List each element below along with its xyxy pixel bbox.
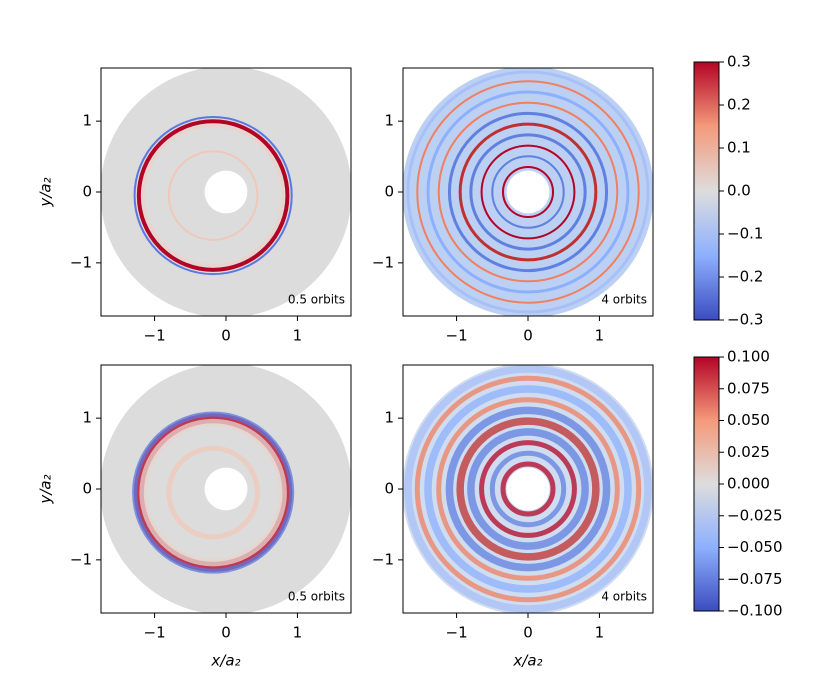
y-tick-label: 0 bbox=[82, 183, 92, 201]
y-axis-label: y/a₂ bbox=[37, 474, 55, 504]
annotation: 4 orbits bbox=[601, 293, 647, 307]
ring bbox=[458, 122, 598, 262]
x-tick-label: 1 bbox=[595, 327, 605, 345]
colorbar bbox=[693, 61, 720, 321]
colorbar-tick-label: −0.075 bbox=[727, 570, 783, 588]
x-tick-label: 1 bbox=[595, 624, 605, 642]
ring bbox=[480, 144, 576, 240]
ring bbox=[414, 375, 642, 603]
colorbar-tick-label: 0.075 bbox=[727, 379, 770, 397]
ring bbox=[500, 461, 556, 517]
ring bbox=[424, 385, 632, 593]
annotation: 0.5 orbits bbox=[288, 590, 345, 604]
colorbar-tick-label: 0.2 bbox=[727, 96, 751, 114]
ring bbox=[404, 365, 652, 613]
ring bbox=[136, 119, 290, 272]
ring bbox=[426, 90, 630, 294]
annotation: 4 orbits bbox=[601, 590, 647, 604]
x-axis-label: x/a₂ bbox=[210, 652, 240, 670]
colorbar-tick-label: −0.050 bbox=[727, 538, 783, 556]
x-tick-label: 1 bbox=[293, 624, 303, 642]
ring bbox=[139, 418, 287, 567]
annotation: 0.5 orbits bbox=[288, 293, 345, 307]
colorbar-tick-label: −0.025 bbox=[727, 506, 783, 524]
colorbar-tick-label: −0.1 bbox=[727, 225, 763, 243]
y-tick-label: 1 bbox=[82, 409, 92, 427]
x-tick-label: 0 bbox=[221, 624, 231, 642]
colorbar-tick-label: 0.0 bbox=[727, 182, 751, 200]
ring bbox=[406, 70, 650, 314]
ring bbox=[132, 411, 295, 574]
y-axis-label: y/a₂ bbox=[37, 177, 55, 207]
ring bbox=[436, 397, 620, 581]
hole bbox=[506, 170, 550, 214]
x-tick-label: 1 bbox=[293, 327, 303, 345]
colorbar-tick-label: 0.3 bbox=[727, 53, 751, 71]
x-tick-label: 0 bbox=[523, 327, 533, 345]
disk bbox=[101, 68, 351, 316]
disk bbox=[101, 365, 351, 613]
ring bbox=[141, 124, 285, 268]
ring bbox=[166, 445, 260, 540]
ring bbox=[133, 413, 293, 572]
x-tick-label: −1 bbox=[446, 327, 468, 345]
y-tick-label: 0 bbox=[384, 480, 394, 498]
ring bbox=[133, 116, 293, 276]
disk bbox=[403, 365, 653, 613]
y-tick-label: 1 bbox=[82, 112, 92, 130]
x-tick-label: 0 bbox=[523, 624, 533, 642]
x-tick-label: −1 bbox=[446, 624, 468, 642]
colorbar-tick-label: 0.025 bbox=[727, 443, 770, 461]
x-tick-label: −1 bbox=[144, 624, 166, 642]
colorbar-tick-label: 0.1 bbox=[727, 139, 751, 157]
colorbar-tick-label: 0.050 bbox=[727, 411, 770, 429]
ring bbox=[456, 417, 600, 561]
disk bbox=[403, 68, 653, 316]
ring bbox=[167, 150, 259, 241]
ring bbox=[502, 166, 554, 218]
colorbar-tick-label: −0.2 bbox=[727, 268, 763, 286]
y-tick-label: −1 bbox=[70, 253, 92, 271]
colorbar-tick-label: −0.100 bbox=[727, 602, 783, 620]
colorbar bbox=[693, 356, 720, 612]
hole bbox=[204, 467, 248, 511]
x-axis-label: x/a₂ bbox=[512, 652, 542, 670]
y-tick-label: 1 bbox=[384, 409, 394, 427]
y-tick-label: −1 bbox=[372, 550, 394, 568]
ring bbox=[491, 155, 565, 229]
ring bbox=[445, 406, 611, 572]
colorbar-tick-label: −0.3 bbox=[727, 311, 763, 329]
ring bbox=[479, 440, 577, 538]
ring bbox=[447, 111, 609, 273]
colorbar-tick-label: 0.000 bbox=[727, 475, 770, 493]
ring bbox=[489, 450, 567, 528]
ring bbox=[416, 80, 640, 304]
ring bbox=[437, 101, 619, 283]
hole bbox=[506, 467, 550, 511]
y-tick-label: 0 bbox=[384, 183, 394, 201]
y-tick-label: 1 bbox=[384, 112, 394, 130]
x-tick-label: −1 bbox=[144, 327, 166, 345]
ring bbox=[467, 428, 589, 550]
hole bbox=[204, 170, 248, 214]
y-tick-label: −1 bbox=[372, 253, 394, 271]
y-tick-label: 0 bbox=[82, 480, 92, 498]
colorbar-tick-label: 0.100 bbox=[727, 348, 770, 366]
ring bbox=[469, 133, 587, 251]
x-tick-label: 0 bbox=[221, 327, 231, 345]
y-tick-label: −1 bbox=[70, 550, 92, 568]
